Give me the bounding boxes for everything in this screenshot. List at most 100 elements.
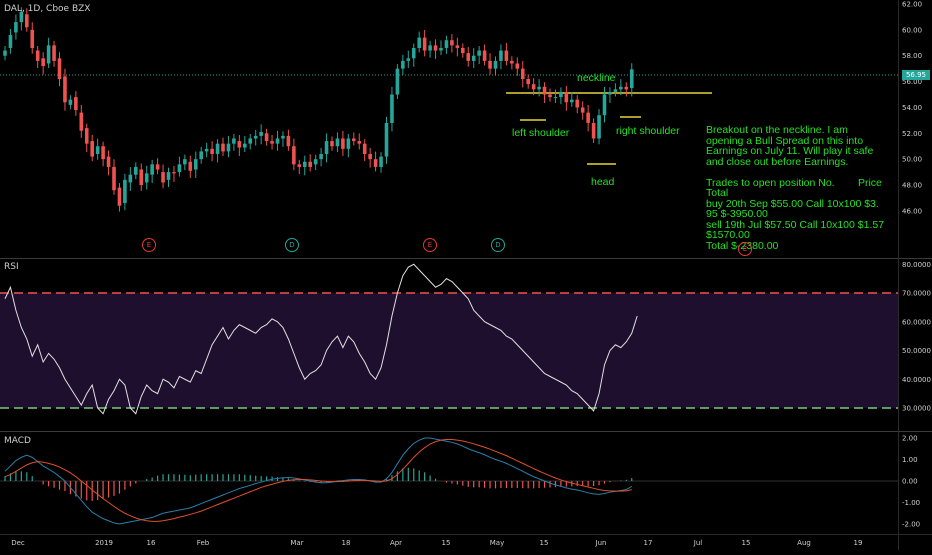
date-tick-label: Apr bbox=[390, 539, 402, 547]
right-shoulder-label[interactable]: right shoulder bbox=[616, 125, 680, 137]
candle-body bbox=[433, 45, 438, 51]
candle-body bbox=[275, 138, 280, 144]
candle-body bbox=[324, 141, 329, 154]
candle-series[interactable] bbox=[3, 7, 634, 212]
candle-body bbox=[302, 161, 307, 167]
candle-body bbox=[504, 50, 509, 61]
date-tick-label: 17 bbox=[644, 539, 653, 547]
date-tick-label: Jun bbox=[595, 539, 607, 547]
candle-body bbox=[74, 97, 78, 111]
trade-note[interactable]: Breakout on the neckline. I am opening a… bbox=[706, 124, 885, 252]
candle-body bbox=[204, 148, 209, 152]
candle-body bbox=[95, 146, 100, 154]
candle-body bbox=[19, 11, 24, 23]
candle-body bbox=[30, 29, 35, 48]
candle-body bbox=[319, 154, 323, 160]
candle-body bbox=[52, 45, 56, 61]
rsi-series[interactable] bbox=[4, 263, 638, 415]
rsi-tick-label: 70.0000 bbox=[902, 290, 931, 298]
dividend-event-icon[interactable]: D bbox=[491, 238, 505, 252]
price-tick-label: 50.00 bbox=[902, 156, 922, 164]
neckline-label[interactable]: neckline bbox=[577, 72, 616, 84]
price-tick-label: 58.00 bbox=[902, 52, 922, 60]
candle-body bbox=[471, 55, 476, 61]
earnings-event-icon[interactable]: E bbox=[423, 238, 437, 252]
macd-tick-label: 1.00 bbox=[902, 456, 918, 464]
rsi-axis[interactable]: 80.0000 70.0000 60.0000 50.0000 40.0000 30.00… bbox=[902, 261, 931, 413]
candle-body bbox=[123, 179, 127, 204]
candle-body bbox=[510, 60, 514, 64]
candle-body bbox=[515, 63, 520, 69]
candle-body bbox=[439, 47, 443, 51]
candle-body bbox=[482, 50, 487, 61]
date-tick-label: May bbox=[490, 539, 504, 547]
candle-body bbox=[63, 76, 67, 103]
candle-body bbox=[362, 143, 367, 154]
date-tick-label: 15 bbox=[540, 539, 549, 547]
candle-body bbox=[161, 172, 165, 183]
candle-body bbox=[90, 141, 94, 157]
date-tick-label: 18 bbox=[342, 539, 351, 547]
candle-body bbox=[613, 89, 618, 92]
candle-body bbox=[597, 115, 601, 139]
date-tick-label: Mar bbox=[290, 539, 303, 547]
candle-body bbox=[330, 141, 334, 147]
candle-body bbox=[46, 45, 51, 64]
macd-signal-line bbox=[4, 439, 632, 522]
candle-body bbox=[3, 50, 7, 56]
candle-body bbox=[215, 143, 220, 154]
candle-body bbox=[297, 164, 302, 167]
candle-body bbox=[417, 37, 421, 48]
earnings-event-icon[interactable]: E bbox=[142, 238, 156, 252]
date-tick-label: Dec bbox=[11, 539, 25, 547]
head-label[interactable]: head bbox=[591, 176, 615, 188]
candle-body bbox=[373, 159, 378, 167]
candle-body bbox=[493, 60, 498, 69]
candle-body bbox=[346, 138, 351, 149]
earnings-event-icon[interactable]: E bbox=[738, 242, 752, 256]
candle-body bbox=[183, 159, 187, 165]
candle-body bbox=[580, 107, 585, 113]
candle-body bbox=[379, 156, 383, 167]
candle-body bbox=[57, 58, 62, 79]
macd-axis[interactable]: 2.00 1.00 0.00 -1.00 -2.00 bbox=[902, 435, 920, 529]
candle-body bbox=[531, 84, 536, 90]
candle-body bbox=[629, 69, 634, 89]
candle-body bbox=[313, 159, 318, 165]
price-axis[interactable]: 62.00 60.00 58.00 56.00 54.00 52.00 50.00 48.00… bbox=[902, 1, 922, 216]
candle-body bbox=[450, 40, 454, 46]
candle-body bbox=[548, 94, 552, 98]
date-tick-label: 2019 bbox=[95, 539, 113, 547]
candle-body bbox=[575, 99, 580, 108]
candle-body bbox=[461, 47, 465, 54]
candle-body bbox=[406, 58, 411, 61]
macd-series[interactable] bbox=[4, 437, 633, 525]
candle-body bbox=[357, 141, 362, 144]
price-tick-label: 48.00 bbox=[902, 182, 922, 190]
rsi-title: RSI bbox=[4, 262, 19, 272]
time-axis[interactable]: Dec 2019 16 Feb Mar 18 Apr 15 May 15 Jun 17 Jul 15 Aug… bbox=[11, 539, 862, 547]
rsi-line bbox=[4, 263, 638, 415]
candle-body bbox=[542, 86, 547, 95]
candle-body bbox=[564, 91, 569, 103]
candle-body bbox=[253, 135, 258, 139]
candle-body bbox=[619, 86, 623, 90]
dividend-event-icon[interactable]: D bbox=[285, 238, 299, 252]
candle-body bbox=[14, 22, 18, 33]
price-tick-label: 52.00 bbox=[902, 130, 922, 138]
candle-body bbox=[428, 45, 432, 51]
candle-body bbox=[226, 143, 231, 152]
candle-body bbox=[488, 60, 492, 69]
price-tick-label: 62.00 bbox=[902, 1, 922, 9]
candle-body bbox=[624, 86, 629, 90]
macd-tick-label: -2.00 bbox=[902, 521, 920, 529]
candle-body bbox=[368, 154, 372, 160]
candle-body bbox=[237, 141, 242, 148]
macd-tick-label: 2.00 bbox=[902, 435, 918, 443]
candle-body bbox=[106, 156, 111, 167]
candle-body bbox=[455, 45, 460, 48]
left-shoulder-label[interactable]: left shoulder bbox=[512, 127, 570, 139]
candle-body bbox=[188, 161, 193, 171]
